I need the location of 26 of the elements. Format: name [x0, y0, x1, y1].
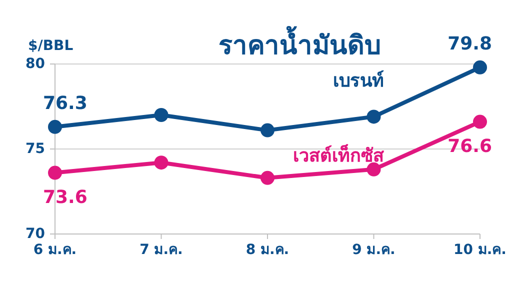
series-label: เบรนท์: [332, 70, 384, 92]
data-label: 79.8: [448, 33, 492, 54]
y-tick-label: 80: [26, 56, 46, 72]
point: [154, 108, 168, 122]
data-label: 76.3: [43, 92, 88, 114]
y-tick-label: 75: [26, 141, 45, 157]
point: [154, 156, 168, 170]
y-axis-title: $/BBL: [28, 38, 74, 54]
series-label: เวสต์เท็กซัส: [292, 143, 385, 166]
point: [366, 162, 381, 176]
point: [473, 114, 487, 129]
y-tick-label: 70: [26, 226, 46, 242]
x-tick-label: 6 ม.ค.: [33, 242, 77, 258]
x-tick-label: 8 ม.ค.: [246, 242, 290, 258]
data-label: 76.6: [448, 136, 492, 157]
data-label: 73.6: [43, 186, 88, 208]
point: [366, 110, 381, 124]
x-tick-label: 9 ม.ค.: [352, 242, 396, 258]
x-tick-label: 10 ม.ค.: [454, 242, 506, 258]
point: [48, 166, 62, 180]
x-tick-label: 7 ม.ค.: [140, 242, 183, 258]
point: [473, 60, 487, 74]
chart-title: ราคาน้ำมันดิบ: [218, 25, 382, 61]
point: [260, 123, 274, 138]
point: [48, 120, 62, 134]
point: [260, 170, 274, 185]
